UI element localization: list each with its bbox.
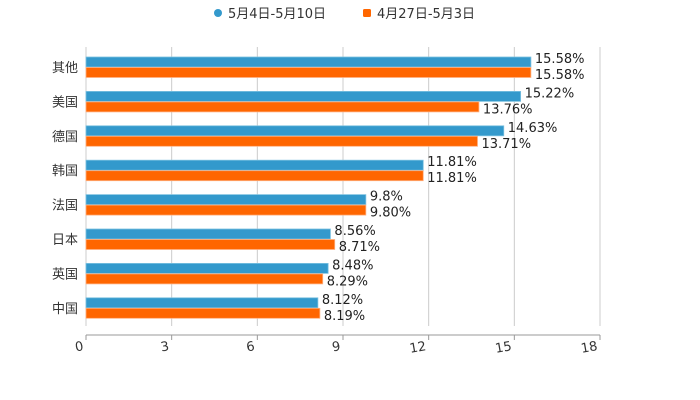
- bar: [85, 125, 505, 137]
- data-label: 15.58%: [535, 68, 585, 83]
- x-tick-label: 6: [245, 339, 256, 355]
- bar: [85, 297, 319, 309]
- data-label: 8.48%: [332, 258, 373, 273]
- bar: [85, 159, 424, 171]
- data-label: 9.80%: [370, 206, 411, 221]
- category-label: 其他: [52, 61, 78, 76]
- x-tick-label: 18: [580, 339, 599, 357]
- bar: [85, 170, 424, 182]
- x-tick-label: 9: [331, 339, 342, 355]
- data-label: 13.76%: [483, 102, 533, 117]
- category-label: 日本: [52, 233, 78, 248]
- category-label: 美国: [52, 95, 78, 110]
- data-label: 15.22%: [525, 86, 575, 101]
- bar: [85, 204, 367, 216]
- x-tick-label: 3: [160, 339, 171, 355]
- data-label: 11.81%: [427, 171, 477, 186]
- data-label: 15.58%: [535, 52, 585, 67]
- category-label: 法国: [52, 199, 78, 214]
- bar: [85, 273, 324, 285]
- data-label: 13.71%: [481, 137, 531, 152]
- bar: [85, 56, 532, 68]
- bar: [85, 262, 329, 274]
- data-label: 8.71%: [339, 240, 380, 255]
- legend-label: 4月27日-5月3日: [377, 7, 475, 22]
- x-tick-label: 15: [494, 339, 513, 357]
- category-label: 德国: [52, 130, 78, 145]
- data-label: 14.63%: [508, 121, 558, 136]
- bar: [85, 239, 336, 250]
- category-label: 韩国: [52, 164, 78, 179]
- legend-marker: [363, 9, 371, 17]
- data-label: 9.8%: [370, 190, 403, 205]
- category-label: 英国: [52, 267, 78, 282]
- bar: [85, 194, 367, 206]
- data-label: 8.56%: [334, 224, 375, 239]
- bar: [85, 67, 532, 78]
- data-label: 8.29%: [327, 274, 368, 289]
- data-label: 11.81%: [427, 155, 477, 170]
- x-tick-label: 12: [408, 339, 427, 357]
- data-label: 8.19%: [324, 309, 365, 324]
- bar: [85, 101, 480, 113]
- data-label: 8.12%: [322, 293, 363, 308]
- legend-marker: [214, 9, 222, 17]
- bar: [85, 91, 522, 102]
- x-tick-label: 0: [74, 339, 85, 355]
- legend-label: 5月4日-5月10日: [228, 7, 326, 22]
- bar: [85, 135, 478, 147]
- bar: [85, 228, 331, 240]
- category-label: 中国: [52, 302, 78, 317]
- bar: [85, 307, 321, 319]
